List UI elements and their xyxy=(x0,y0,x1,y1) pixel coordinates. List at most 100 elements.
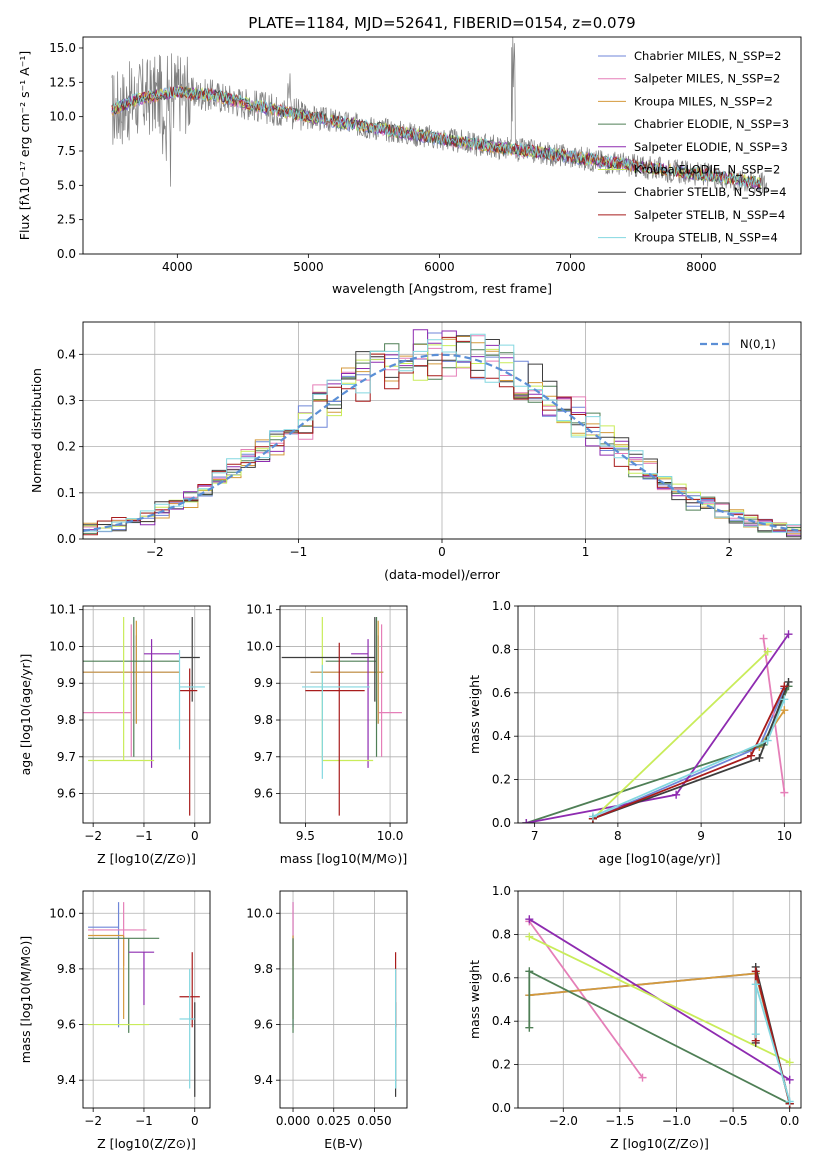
x-tick-label: −1.0 xyxy=(662,1114,691,1128)
x-tick-label: 9.5 xyxy=(296,829,315,843)
weight-marker xyxy=(751,1030,760,1039)
x-tick-label: 6000 xyxy=(424,260,455,274)
y-tick-label: 9.8 xyxy=(57,713,76,727)
x-tick-label: 0 xyxy=(191,829,199,843)
spectrum-x-label: wavelength [Angstrom, rest frame] xyxy=(332,281,552,296)
y-tick-label: 0.0 xyxy=(57,532,76,546)
weight-marker xyxy=(588,812,597,821)
y-tick-label: 10.0 xyxy=(49,110,76,124)
weight-vs-Z-x-label: Z [log10(Z/Z⊙)] xyxy=(610,1136,709,1151)
x-tick-label: −2.0 xyxy=(549,1114,578,1128)
legend-label: Chabrier ELODIE, N_SSP=3 xyxy=(634,117,789,131)
weight-marker xyxy=(751,967,760,976)
x-tick-label: 10.0 xyxy=(377,829,404,843)
weight-marker xyxy=(785,1075,794,1084)
weight-line xyxy=(592,685,786,820)
age-vs-mass-axes-frame xyxy=(279,605,408,824)
y-tick-label: 10.1 xyxy=(246,603,273,617)
weight-marker xyxy=(751,980,760,989)
weight-marker xyxy=(672,790,681,799)
legend-label: Salpeter STELIB, N_SSP=4 xyxy=(634,208,785,222)
x-tick-label: −2 xyxy=(146,545,164,559)
y-tick-label: 9.6 xyxy=(57,787,76,801)
weight-vs-Z-y-label: mass weight xyxy=(467,960,482,1039)
y-tick-label: 0.6 xyxy=(492,971,511,985)
y-tick-label: 9.4 xyxy=(254,1073,273,1087)
y-tick-label: 9.6 xyxy=(254,1018,273,1032)
y-tick-label: 0.2 xyxy=(492,773,511,787)
y-tick-label: 5.0 xyxy=(57,178,76,192)
x-tick-label: 10 xyxy=(777,829,792,843)
x-tick-label: −2 xyxy=(84,1114,102,1128)
age-vs-Z-x-label: Z [log10(Z/Z⊙)] xyxy=(97,851,196,866)
x-tick-label: −1 xyxy=(135,829,153,843)
mass-vs-Z-axes-frame xyxy=(82,890,211,1109)
weight-marker xyxy=(522,819,531,823)
mass-vs-Z-axes: −2 −1 0 9.4 9.6 9.8 10.0 xyxy=(49,891,210,1128)
y-tick-label: 2.5 xyxy=(57,213,76,227)
x-tick-label: −2 xyxy=(84,829,102,843)
weight-marker xyxy=(780,706,789,715)
y-tick-label: 9.6 xyxy=(57,1018,76,1032)
y-tick-label: 12.5 xyxy=(49,75,76,89)
y-tick-label: 0.2 xyxy=(492,1058,511,1072)
y-tick-label: 0.4 xyxy=(492,1014,511,1028)
x-tick-label: 9 xyxy=(697,829,705,843)
y-tick-label: 10.0 xyxy=(49,906,76,920)
histogram-x-label: (data-model)/error xyxy=(384,567,501,582)
y-tick-label: 0.4 xyxy=(57,347,76,361)
model-spectrum-line-8 xyxy=(111,87,761,188)
x-tick-label: 7 xyxy=(531,829,539,843)
mass-vs-ebv-x-label: E(B-V) xyxy=(324,1136,363,1151)
weight-vs-age-plot-area xyxy=(522,630,793,823)
weight-vs-Z-plot-area xyxy=(525,915,794,1108)
age-vs-mass-x-label: mass [log10(M/M⊙)] xyxy=(280,851,408,866)
weight-marker xyxy=(763,647,772,656)
legend-label: Kroupa MILES, N_SSP=2 xyxy=(634,94,773,108)
weight-vs-age-axes-frame xyxy=(517,605,802,824)
y-tick-label: 1.0 xyxy=(492,599,511,613)
mass-vs-Z-y-label: mass [log10(M/M⊙)] xyxy=(18,936,33,1064)
age-vs-mass-axes: 9.5 10.0 9.6 9.7 9.8 9.9 10.0 10.1 xyxy=(246,603,407,843)
y-tick-label: 15.0 xyxy=(49,41,76,55)
y-tick-label: 9.8 xyxy=(254,713,273,727)
legend-label: Salpeter MILES, N_SSP=2 xyxy=(634,72,780,86)
x-tick-label: 0.050 xyxy=(357,1114,391,1128)
mass-vs-ebv-plot-area xyxy=(292,902,397,1097)
legend-label: Chabrier MILES, N_SSP=2 xyxy=(634,49,781,63)
x-tick-label: 2 xyxy=(725,545,733,559)
x-tick-label: −1 xyxy=(135,1114,153,1128)
histogram-axes-frame xyxy=(82,321,802,540)
weight-vs-Z-axes: −2.0 −1.5 −1.0 −0.5 0.0 0.0 0.2 0.4 0.6 0.8 1.0 xyxy=(492,884,801,1128)
y-tick-label: 0.0 xyxy=(492,816,511,830)
spectrum-title: PLATE=1184, MJD=52641, FIBERID=0154, z=0… xyxy=(248,14,635,32)
histogram-y-label: Normed distribution xyxy=(29,368,44,493)
y-tick-label: 1.0 xyxy=(492,884,511,898)
weight-marker xyxy=(638,1073,647,1082)
mass-vs-ebv-axes: 0.000 0.025 0.050 9.4 9.6 9.8 10.0 xyxy=(246,891,407,1128)
x-tick-label: 0.025 xyxy=(317,1114,351,1128)
model-spectrum-line-7 xyxy=(111,86,761,189)
legend-label: Kroupa STELIB, N_SSP=4 xyxy=(634,231,778,245)
weight-vs-age-y-label: mass weight xyxy=(467,675,482,754)
legend-label: N(0,1) xyxy=(740,337,776,351)
spectrum-axes: 4000 5000 6000 7000 8000 0.0 2.5 5.0 7.5 10.0 12.5… xyxy=(49,41,716,274)
weight-marker xyxy=(784,630,793,639)
x-tick-label: 5000 xyxy=(293,260,324,274)
x-tick-label: 0 xyxy=(191,1114,199,1128)
mass-vs-ebv-axes-frame xyxy=(279,890,408,1109)
x-tick-label: 7000 xyxy=(555,260,586,274)
y-tick-label: 0.2 xyxy=(57,440,76,454)
mass-vs-Z-x-label: Z [log10(Z/Z⊙)] xyxy=(97,1136,196,1151)
y-tick-label: 9.7 xyxy=(254,750,273,764)
x-tick-label: 0 xyxy=(438,545,446,559)
weight-line xyxy=(754,984,791,1102)
spectrum-legend: Chabrier MILES, N_SSP=2 Salpeter MILES, N… xyxy=(598,49,789,245)
x-tick-label: 8000 xyxy=(686,260,717,274)
weight-vs-Z-axes-frame xyxy=(517,890,802,1109)
y-tick-label: 0.0 xyxy=(57,247,76,261)
x-tick-label: 4000 xyxy=(162,260,193,274)
legend-label: Chabrier STELIB, N_SSP=4 xyxy=(634,185,786,199)
y-tick-label: 10.0 xyxy=(49,639,76,653)
spectrum-plot-area xyxy=(111,37,768,194)
